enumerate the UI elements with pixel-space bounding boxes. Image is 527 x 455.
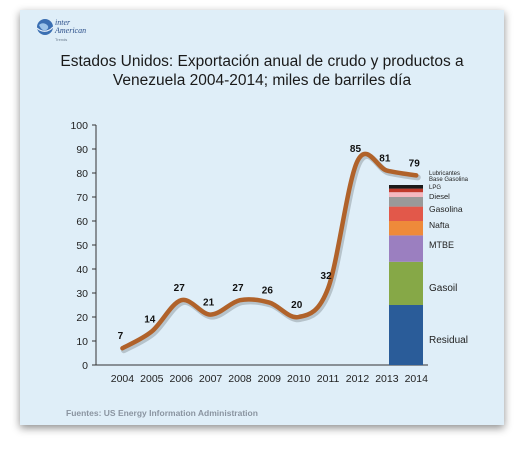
bar-segment-nafta bbox=[389, 221, 423, 236]
data-label: 81 bbox=[379, 154, 391, 165]
x-tick-label: 2013 bbox=[375, 373, 399, 385]
stacked-bar: Residual Gasoil MTBE Nafta Gasolina DieselLPG… bbox=[389, 171, 469, 365]
y-tick-label: 0 bbox=[82, 360, 88, 372]
line-series bbox=[120, 151, 421, 354]
y-tick-label: 10 bbox=[76, 336, 88, 348]
axis-layer: 0 10 20 30 40 50 60 70 80 90 100 2004 2005 2006 2007 20… bbox=[70, 120, 428, 385]
source-note: Fuentes: US Energy Information Administr… bbox=[66, 408, 258, 418]
series-line bbox=[120, 151, 419, 351]
x-tick-label: 2008 bbox=[228, 373, 252, 385]
y-tick-label: 30 bbox=[76, 288, 88, 300]
series-line-shadow bbox=[120, 152, 421, 354]
chart-title-line1: Estados Unidos: Exportación anual de cru… bbox=[60, 53, 464, 70]
data-label: 21 bbox=[203, 298, 215, 309]
x-tick-label: 2012 bbox=[346, 373, 370, 385]
bar-segment-lubricantes bbox=[389, 185, 423, 189]
bar-segment-gasolina bbox=[389, 206, 423, 221]
bar-segment-label: Gasoil bbox=[429, 283, 457, 294]
bar-segment-base-gasolina bbox=[389, 188, 423, 193]
chart-svg: 0 10 20 30 40 50 60 70 80 90 100 2004 2005 2006 2007 20… bbox=[70, 120, 469, 385]
x-tick-label: 2014 bbox=[405, 373, 429, 385]
x-tick-label: 2011 bbox=[317, 373, 340, 385]
data-labels: 7 14 27 21 27 26 20 32 85 81 79 bbox=[118, 144, 421, 342]
data-label: 20 bbox=[291, 300, 303, 311]
x-tick-label: 2007 bbox=[199, 373, 223, 385]
x-tick-label: 2005 bbox=[140, 373, 164, 385]
chart-title: Estados Unidos: Exportación anual de cru… bbox=[20, 52, 504, 90]
bar-segment-residual bbox=[389, 305, 423, 365]
brand-name-line2: American bbox=[55, 26, 87, 35]
bar-segment-mtbe bbox=[389, 235, 423, 262]
x-tick-label: 2004 bbox=[111, 373, 135, 385]
data-label: 26 bbox=[262, 286, 274, 297]
brand-sub: Trends bbox=[55, 37, 68, 42]
bar-segment-lpg bbox=[389, 192, 423, 197]
bar-segment-label: Diesel bbox=[429, 192, 450, 201]
x-tick-label: 2010 bbox=[287, 373, 311, 385]
y-tick-label: 90 bbox=[76, 144, 88, 156]
chart-card: inter American Trends Estados Unidos: Ex… bbox=[20, 10, 504, 425]
globe-icon bbox=[36, 19, 54, 35]
bar-segment-label: Base Gasolina bbox=[429, 177, 469, 183]
y-tick-label: 80 bbox=[76, 168, 88, 180]
data-label: 79 bbox=[409, 158, 421, 169]
bar-segment-label: Nafta bbox=[429, 220, 450, 230]
y-tick-label: 100 bbox=[70, 120, 88, 132]
y-tick-label: 20 bbox=[76, 312, 88, 324]
bar-segment-label: Lubricantes bbox=[429, 171, 460, 177]
bar-segment-label: MTBE bbox=[429, 240, 454, 250]
brand-name-line1: inter bbox=[55, 18, 71, 27]
chart-title-line2: Venezuela 2004-2014; miles de barriles d… bbox=[112, 72, 412, 89]
data-label: 85 bbox=[350, 144, 362, 155]
y-tick-label: 60 bbox=[76, 216, 88, 228]
brand-name: inter American bbox=[55, 19, 86, 35]
y-tick-label: 50 bbox=[76, 240, 88, 252]
x-tick-label: 2009 bbox=[258, 373, 282, 385]
bar-segment-gasoil bbox=[389, 261, 423, 305]
bar-segment-label: Gasolina bbox=[429, 204, 463, 214]
data-label: 7 bbox=[118, 331, 124, 342]
brand-logo: inter American Trends bbox=[36, 18, 126, 48]
bar-segment-label: Residual bbox=[429, 335, 468, 346]
bar-segment-diesel bbox=[389, 197, 423, 207]
data-label: 32 bbox=[321, 271, 333, 282]
data-label: 14 bbox=[144, 314, 156, 325]
y-tick-label: 70 bbox=[76, 192, 88, 204]
y-tick-label: 40 bbox=[76, 264, 88, 276]
x-tick-label: 2006 bbox=[170, 373, 194, 385]
data-label: 27 bbox=[174, 283, 186, 294]
data-label: 27 bbox=[232, 283, 244, 294]
bar-segment-label: LPG bbox=[429, 185, 441, 191]
